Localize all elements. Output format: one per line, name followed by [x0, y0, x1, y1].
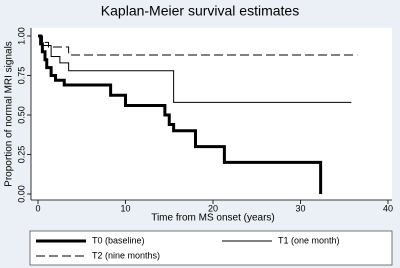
- y-tick-label: 0.75: [16, 67, 26, 85]
- y-tick-label: 0.25: [16, 146, 26, 164]
- y-tick-label: 0.00: [16, 185, 26, 203]
- x-tick-label: 40: [383, 203, 393, 213]
- plot-area: [31, 28, 392, 200]
- x-tick-label: 20: [208, 203, 218, 213]
- survival-curve: [38, 34, 323, 194]
- x-tick-label: 10: [120, 203, 130, 213]
- legend-label: T0 (baseline): [92, 235, 145, 245]
- legend-box: [29, 230, 393, 266]
- survival-curve: [38, 35, 358, 56]
- x-tick-label: 0: [35, 203, 40, 213]
- y-axis-label: Proportion of normal MRI signals: [4, 41, 15, 187]
- legend-label: T1 (one month): [278, 235, 340, 245]
- y-tick-label: 1.00: [16, 27, 26, 45]
- legend-label: T2 (nine months): [92, 250, 160, 260]
- y-tick-label: 0.50: [16, 106, 26, 124]
- survival-curve: [38, 35, 352, 103]
- x-tick-label: 30: [295, 203, 305, 213]
- x-axis-label: Time from MS onset (years): [151, 213, 275, 224]
- chart-title: Kaplan-Meier survival estimates: [101, 3, 299, 19]
